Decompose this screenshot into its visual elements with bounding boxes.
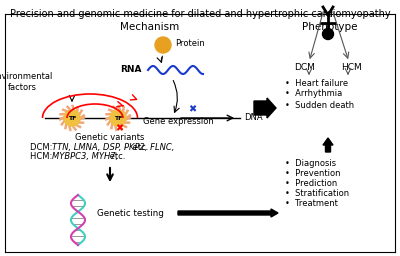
Circle shape: [110, 110, 126, 126]
Text: TF: TF: [68, 115, 76, 121]
Text: •  Sudden death: • Sudden death: [285, 101, 354, 110]
Text: Genetic variants: Genetic variants: [75, 133, 145, 142]
Text: DCM:: DCM:: [30, 143, 55, 152]
Text: etc.: etc.: [107, 152, 125, 161]
Text: Phenotype: Phenotype: [302, 22, 358, 32]
Text: Genetic testing: Genetic testing: [96, 208, 164, 218]
Text: MYBPC3, MYH7,: MYBPC3, MYH7,: [52, 152, 118, 161]
Text: TTN, LMNA, DSP, PKP2, FLNC,: TTN, LMNA, DSP, PKP2, FLNC,: [52, 143, 174, 152]
Text: •  Treatment: • Treatment: [285, 198, 338, 208]
Circle shape: [155, 37, 171, 53]
Text: Protein: Protein: [175, 39, 205, 48]
Circle shape: [322, 28, 334, 39]
Text: DCM: DCM: [294, 63, 316, 72]
Text: Mechanism: Mechanism: [120, 22, 180, 32]
Text: •  Prediction: • Prediction: [285, 178, 337, 187]
Text: RNA: RNA: [120, 66, 142, 74]
FancyArrow shape: [178, 209, 278, 217]
Text: HCM:: HCM:: [30, 152, 55, 161]
Text: TF: TF: [114, 115, 122, 121]
Text: •  Diagnosis: • Diagnosis: [285, 158, 336, 167]
Text: DNA: DNA: [244, 112, 263, 122]
Text: ✖: ✖: [115, 123, 123, 133]
Text: •  Heart failure: • Heart failure: [285, 79, 348, 88]
Text: Gene expression: Gene expression: [143, 117, 213, 126]
Text: etc.: etc.: [130, 143, 148, 152]
Text: •  Prevention: • Prevention: [285, 168, 340, 177]
FancyArrow shape: [254, 98, 276, 118]
Text: Environmental
factors: Environmental factors: [0, 72, 53, 92]
Text: ✖: ✖: [188, 104, 196, 114]
Circle shape: [64, 110, 80, 126]
Text: •  Stratification: • Stratification: [285, 188, 349, 197]
Text: •  Arrhythmia: • Arrhythmia: [285, 90, 342, 99]
Text: HCM: HCM: [342, 63, 362, 72]
Text: Precision and genomic medicine for dilated and hypertrophic cardiomyopathy: Precision and genomic medicine for dilat…: [10, 9, 390, 19]
FancyArrow shape: [323, 138, 333, 152]
